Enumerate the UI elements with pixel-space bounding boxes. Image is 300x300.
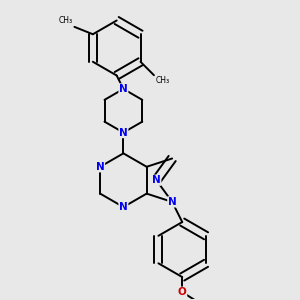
Text: N: N xyxy=(168,197,176,207)
Text: CH₃: CH₃ xyxy=(156,76,170,85)
Text: N: N xyxy=(152,175,161,185)
Text: CH₃: CH₃ xyxy=(58,16,73,25)
Text: N: N xyxy=(96,162,104,172)
Text: N: N xyxy=(119,128,128,138)
Text: O: O xyxy=(178,287,187,297)
Text: N: N xyxy=(119,84,128,94)
Text: N: N xyxy=(119,202,128,212)
